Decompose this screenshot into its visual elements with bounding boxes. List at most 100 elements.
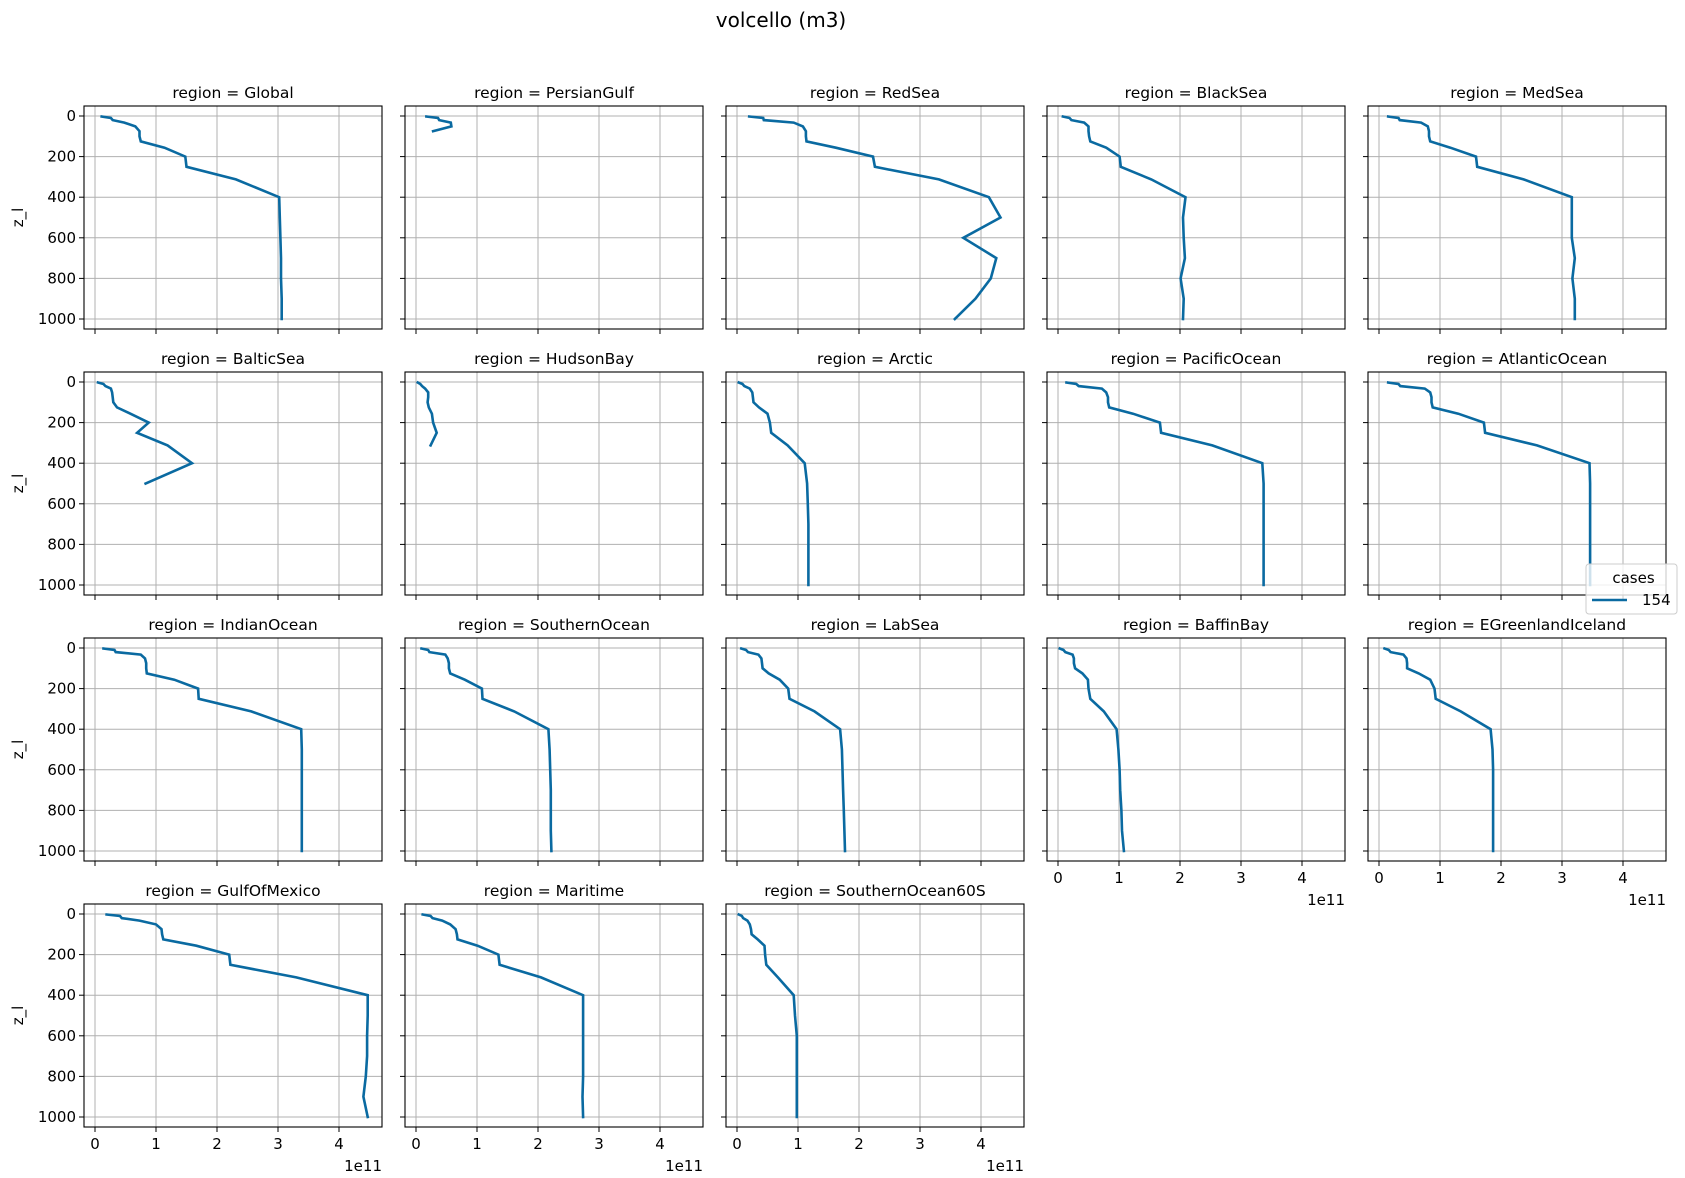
ticks xyxy=(400,115,661,334)
data-line xyxy=(416,380,439,448)
axes-frame xyxy=(404,371,704,596)
ticks xyxy=(1042,115,1303,334)
gridlines xyxy=(726,106,1024,329)
panel-title: region = GulfOfMexico xyxy=(145,882,320,900)
ticks xyxy=(1042,381,1303,600)
ticks: 0 1 2 3 4 xyxy=(1363,647,1628,887)
y-tick-label: 600 xyxy=(47,495,76,513)
y-tick-label: 0 xyxy=(66,639,76,657)
gridlines xyxy=(726,372,1024,595)
y-axis-label: z_l xyxy=(9,474,28,494)
panel-GulfOfMexico: region = GulfOfMexico 0 200 400 600 800 1000 0 1… xyxy=(9,882,383,1175)
ticks: 0 1 2 3 4 xyxy=(1042,647,1307,887)
axes-frame xyxy=(1367,105,1667,330)
panel-HudsonBay: region = HudsonBay xyxy=(400,350,704,600)
gridlines xyxy=(405,638,703,861)
ticks: 0 200 400 600 800 1000 xyxy=(38,373,340,600)
panel-title: region = Arctic xyxy=(817,350,933,368)
x-tick-label: 1 xyxy=(793,1135,803,1153)
panel-PersianGulf: region = PersianGulf xyxy=(400,84,704,334)
panel-LabSea: region = LabSea xyxy=(721,616,1025,866)
gridlines xyxy=(1047,372,1345,595)
ticks xyxy=(721,647,982,866)
x-tick-label: 0 xyxy=(411,1135,421,1153)
panel-grid: region = Global02004006008001000z_lregio… xyxy=(9,84,1667,1175)
y-tick-label: 800 xyxy=(47,535,76,553)
axes-frame xyxy=(1046,105,1346,330)
panel-title: region = SouthernOcean xyxy=(458,616,650,634)
x-offset-label: 1e11 xyxy=(665,1157,703,1175)
panel-title: region = MedSea xyxy=(1450,84,1583,102)
ticks: 0 200 400 600 800 1000 xyxy=(38,107,340,334)
x-offset-label: 1e11 xyxy=(344,1157,382,1175)
panel-title: region = AtlanticOcean xyxy=(1427,350,1607,368)
x-tick-label: 2 xyxy=(212,1135,222,1153)
ticks xyxy=(721,381,982,600)
panel-title: region = RedSea xyxy=(810,84,940,102)
gridlines xyxy=(84,638,382,861)
data-line xyxy=(747,115,1003,321)
axes-frame xyxy=(725,637,1025,862)
data-line xyxy=(102,647,304,853)
axes-frame xyxy=(404,903,704,1128)
x-tick-label: 1 xyxy=(1435,869,1445,887)
y-tick-label: 0 xyxy=(66,107,76,125)
gridlines xyxy=(1368,638,1666,861)
ticks xyxy=(400,381,661,600)
gridlines xyxy=(1368,106,1666,329)
axes-frame xyxy=(1367,637,1667,862)
data-line xyxy=(1386,115,1577,321)
panel-title: region = EGreenlandIceland xyxy=(1408,616,1626,634)
figure-title: volcello (m3) xyxy=(716,8,846,32)
y-tick-label: 1000 xyxy=(38,1108,76,1126)
y-tick-label: 200 xyxy=(47,414,76,432)
gridlines xyxy=(726,904,1024,1127)
axes-frame xyxy=(404,637,704,862)
x-tick-label: 0 xyxy=(732,1135,742,1153)
x-tick-label: 1 xyxy=(472,1135,482,1153)
ticks: 0 200 400 600 800 1000 0 1 2 3 4 xyxy=(38,905,344,1153)
y-tick-label: 600 xyxy=(47,761,76,779)
data-line xyxy=(105,913,370,1119)
data-line xyxy=(737,912,799,1119)
x-tick-label: 3 xyxy=(1557,869,1567,887)
axes-frame xyxy=(83,637,383,862)
ticks: 0 200 400 600 800 1000 xyxy=(38,639,340,866)
panel-PacificOcean: region = PacificOcean xyxy=(1042,350,1346,600)
y-tick-label: 400 xyxy=(47,720,76,738)
panel-IndianOcean: region = IndianOcean 0 200 400 600 800 1000 z_l xyxy=(9,616,383,866)
x-tick-label: 4 xyxy=(976,1135,986,1153)
x-offset-label: 1e11 xyxy=(986,1157,1024,1175)
x-tick-label: 0 xyxy=(90,1135,100,1153)
x-offset-label: 1e11 xyxy=(1628,891,1666,909)
y-tick-label: 0 xyxy=(66,905,76,923)
y-tick-label: 0 xyxy=(66,373,76,391)
panel-BalticSea: region = BalticSea 0 200 400 600 800 1000 z_l xyxy=(9,350,383,600)
gridlines xyxy=(84,904,382,1127)
axes-frame xyxy=(83,105,383,330)
data-line xyxy=(739,646,847,853)
data-line xyxy=(424,115,453,133)
x-tick-label: 2 xyxy=(1175,869,1185,887)
x-tick-label: 2 xyxy=(533,1135,543,1153)
y-axis-label: z_l xyxy=(9,208,28,228)
x-tick-label: 2 xyxy=(854,1135,864,1153)
legend-entry-label: 154 xyxy=(1642,591,1671,609)
panel-SouthernOcean: region = SouthernOcean xyxy=(400,616,704,866)
panel-title: region = IndianOcean xyxy=(148,616,317,634)
gridlines xyxy=(84,372,382,595)
data-line xyxy=(100,115,284,321)
y-tick-label: 200 xyxy=(47,946,76,964)
gridlines xyxy=(405,372,703,595)
y-tick-label: 800 xyxy=(47,269,76,287)
panel-title: region = PacificOcean xyxy=(1111,350,1282,368)
data-line xyxy=(1065,381,1265,587)
panel-title: region = HudsonBay xyxy=(474,350,634,368)
ticks xyxy=(400,647,661,866)
gridlines xyxy=(1047,638,1345,861)
panel-title: region = Maritime xyxy=(484,882,624,900)
